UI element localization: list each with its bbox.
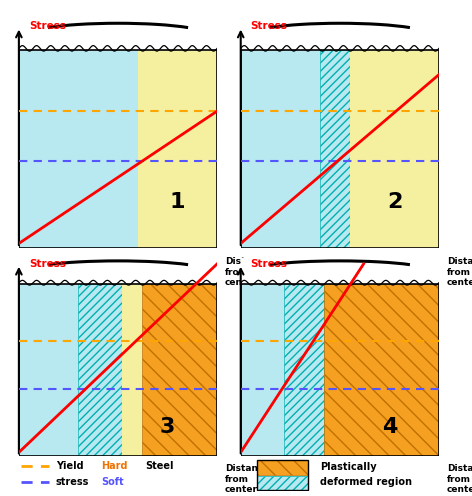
Text: Distance
from
center: Distance from center xyxy=(447,257,472,287)
Bar xyxy=(78,284,122,456)
Text: deformed region: deformed region xyxy=(320,477,412,487)
Bar xyxy=(138,50,217,248)
Bar xyxy=(19,50,138,248)
Text: Distance
from
center: Distance from center xyxy=(225,257,270,287)
Text: stress: stress xyxy=(56,477,89,487)
Bar xyxy=(142,284,217,456)
Text: Distance
from
center: Distance from center xyxy=(225,464,270,494)
Bar xyxy=(257,460,308,490)
Bar xyxy=(284,284,324,456)
Text: 3: 3 xyxy=(160,417,175,436)
Bar xyxy=(241,284,284,456)
Text: Stress: Stress xyxy=(251,21,287,31)
Bar xyxy=(257,476,308,490)
Bar xyxy=(257,460,308,475)
Bar xyxy=(122,284,142,456)
Text: Soft: Soft xyxy=(101,477,124,487)
Text: Distance
from
center: Distance from center xyxy=(447,464,472,494)
Bar xyxy=(19,284,217,456)
Text: Stress: Stress xyxy=(251,259,287,269)
Bar xyxy=(241,284,439,456)
Bar xyxy=(241,50,439,248)
Text: 1: 1 xyxy=(170,192,185,212)
Text: 4: 4 xyxy=(382,417,397,436)
Text: Yield: Yield xyxy=(56,461,84,471)
Text: Plastically: Plastically xyxy=(320,462,377,472)
Bar xyxy=(320,50,350,248)
Text: Steel: Steel xyxy=(145,461,173,471)
Text: 2: 2 xyxy=(388,192,403,212)
Bar xyxy=(19,284,78,456)
Bar xyxy=(19,50,217,248)
Text: Stress: Stress xyxy=(29,259,66,269)
Text: Stress: Stress xyxy=(29,21,66,31)
Bar xyxy=(324,284,439,456)
Bar xyxy=(241,50,320,248)
Bar xyxy=(350,50,439,248)
Text: Hard: Hard xyxy=(101,461,128,471)
